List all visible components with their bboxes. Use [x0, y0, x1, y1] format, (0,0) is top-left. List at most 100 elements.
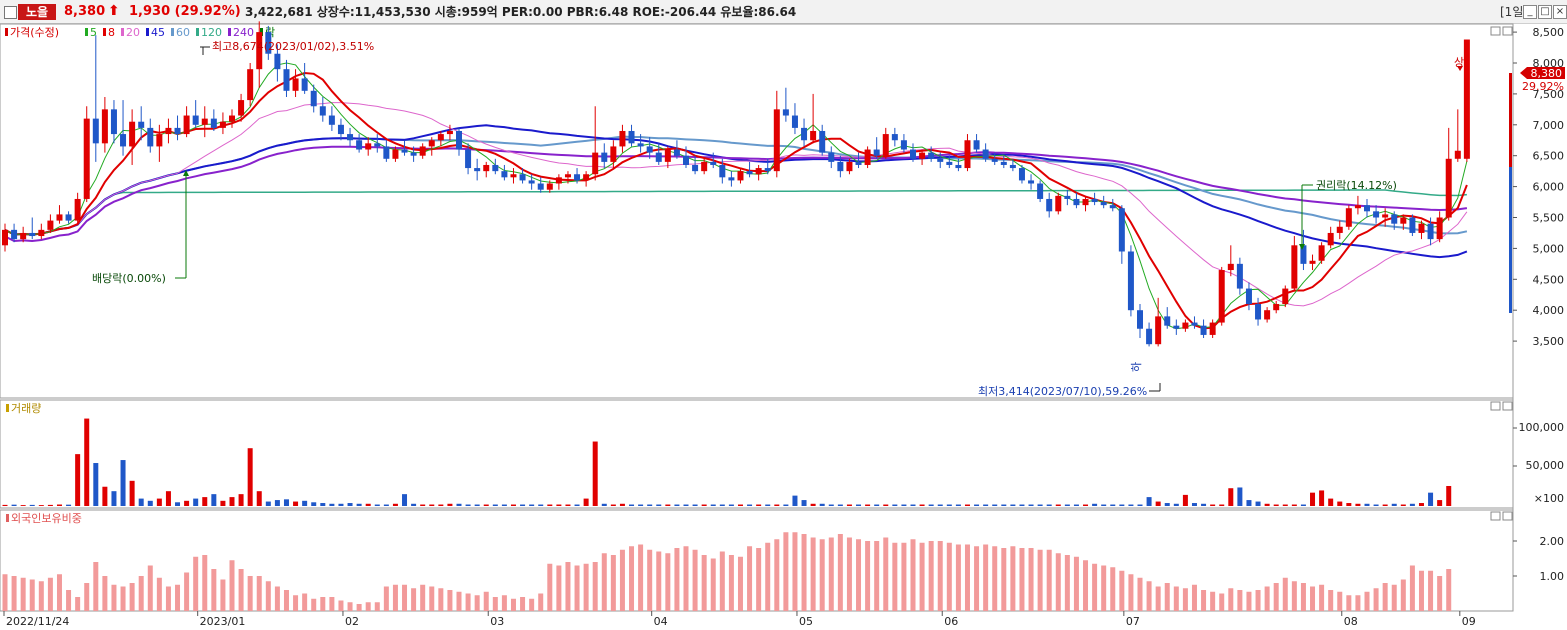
candle-body	[555, 177, 562, 184]
volume-bar	[1210, 504, 1216, 506]
candle-body	[910, 149, 916, 159]
foreign-ratio-bar	[1010, 546, 1016, 611]
legend-item-0[interactable]: 가격(수정)	[10, 26, 59, 39]
volume-bar	[1328, 498, 1334, 506]
volume-panel-buttons[interactable]	[1490, 401, 1513, 411]
volume-title: 거래량	[11, 402, 41, 415]
foreign-ratio-bar	[1119, 570, 1125, 611]
candle-body	[1191, 322, 1198, 326]
candle-body	[383, 146, 390, 159]
candle-body	[1155, 316, 1162, 345]
foreign-ratio-bar	[247, 576, 253, 611]
foreign-ratio-bar	[184, 572, 190, 611]
volume-bar	[202, 497, 208, 506]
select-checkbox[interactable]	[4, 6, 17, 19]
candle-body	[619, 130, 626, 147]
volume-bar	[574, 504, 580, 506]
candle-body	[1164, 316, 1171, 326]
volume-bar	[674, 504, 680, 506]
foreign-ratio-bar	[955, 544, 961, 611]
candle-body	[328, 115, 335, 125]
legend-swatch	[103, 28, 106, 36]
stock-name[interactable]: 노을	[18, 4, 56, 20]
foreign-ratio-bar	[974, 546, 980, 611]
foreign-ratio-bar	[792, 532, 798, 611]
foreign-ratio-bar	[1046, 549, 1052, 611]
foreign-ratio-bar	[365, 602, 371, 611]
volume-bar	[992, 504, 998, 506]
foreign-ratio-bar	[93, 562, 99, 611]
foreign-ratio-bar	[810, 537, 816, 611]
candle-body	[973, 140, 980, 150]
candle-body	[65, 214, 72, 221]
price-panel-buttons[interactable]	[1490, 26, 1513, 36]
volume-bar	[547, 504, 553, 506]
volume-tick-100k: 100,000	[1519, 421, 1565, 434]
candle-body	[1073, 198, 1080, 206]
candle-body	[1245, 288, 1252, 305]
maximize-button[interactable]: □	[1538, 5, 1552, 19]
legend-item-1[interactable]: 5	[90, 26, 97, 39]
volume-bar	[1146, 497, 1152, 506]
period-selector[interactable]: [1일]	[1500, 5, 1529, 19]
candle-body	[701, 161, 708, 172]
volume-unit: ×100	[1534, 492, 1564, 505]
foreign-ratio-bar	[2, 574, 8, 611]
foreign-ratio-bar	[1083, 560, 1089, 611]
foreign-ratio-bar	[1291, 581, 1297, 611]
volume-tick-50k: 50,000	[1526, 459, 1565, 472]
volume-bar	[1346, 503, 1352, 506]
candle-body	[274, 53, 281, 70]
legend-item-7[interactable]: 240	[233, 26, 254, 39]
minimize-button[interactable]: _	[1523, 5, 1537, 19]
legend-item-3[interactable]: 20	[126, 26, 140, 39]
candle-body	[1000, 161, 1007, 165]
legend-item-6[interactable]: 120	[201, 26, 222, 39]
volume-bar	[919, 504, 925, 506]
candle-body	[510, 174, 517, 178]
foreign-ratio-bar	[547, 563, 553, 611]
volume-bar	[120, 460, 126, 506]
foreign-panel-buttons[interactable]	[1490, 511, 1513, 521]
foreign-ratio-bar	[1355, 595, 1361, 611]
candle-body	[955, 164, 962, 169]
x-axis-label: 02	[345, 615, 359, 628]
candle-body	[1209, 322, 1216, 335]
candle-body	[837, 161, 844, 172]
candle-body	[1273, 304, 1280, 311]
candle-body	[147, 127, 154, 147]
dividend-annotation: 배당락(0.00%)	[92, 170, 189, 285]
volume-bar	[792, 495, 798, 506]
foreign-ratio-bar	[565, 562, 571, 611]
candle-body	[1327, 232, 1334, 246]
price-change: 1,930 (29.92%)	[129, 4, 241, 19]
foreign-ratio-bar	[374, 602, 380, 611]
candle-body	[1109, 205, 1116, 209]
volume-bar	[492, 504, 498, 506]
candle-body	[1291, 245, 1298, 289]
legend-swatch	[260, 28, 263, 36]
candle-body	[673, 149, 680, 156]
volume-bar	[856, 504, 862, 506]
foreign-ratio-bar	[129, 583, 135, 611]
foreign-ratio-bar	[1246, 591, 1252, 611]
volume-bar	[955, 504, 961, 506]
legend-item-4[interactable]: 45	[151, 26, 165, 39]
volume-bar	[629, 504, 635, 506]
candle-body	[1382, 214, 1389, 218]
volume-bar	[774, 504, 780, 506]
foreign-ratio-bar	[84, 583, 90, 611]
foreign-ratio-bar	[211, 569, 217, 611]
candle-body	[120, 134, 127, 147]
legend-item-5[interactable]: 60	[176, 26, 190, 39]
legend-item-2[interactable]: 8	[108, 26, 115, 39]
volume-bar	[910, 504, 916, 506]
x-axis-label: 06	[944, 615, 958, 628]
foreign-ratio-bar	[1255, 590, 1261, 611]
foreign-ratio-bar	[38, 581, 44, 611]
candle-body	[755, 168, 762, 175]
volume-bar	[538, 504, 544, 506]
candle-body	[1055, 195, 1062, 212]
legend-swatch	[196, 28, 199, 36]
